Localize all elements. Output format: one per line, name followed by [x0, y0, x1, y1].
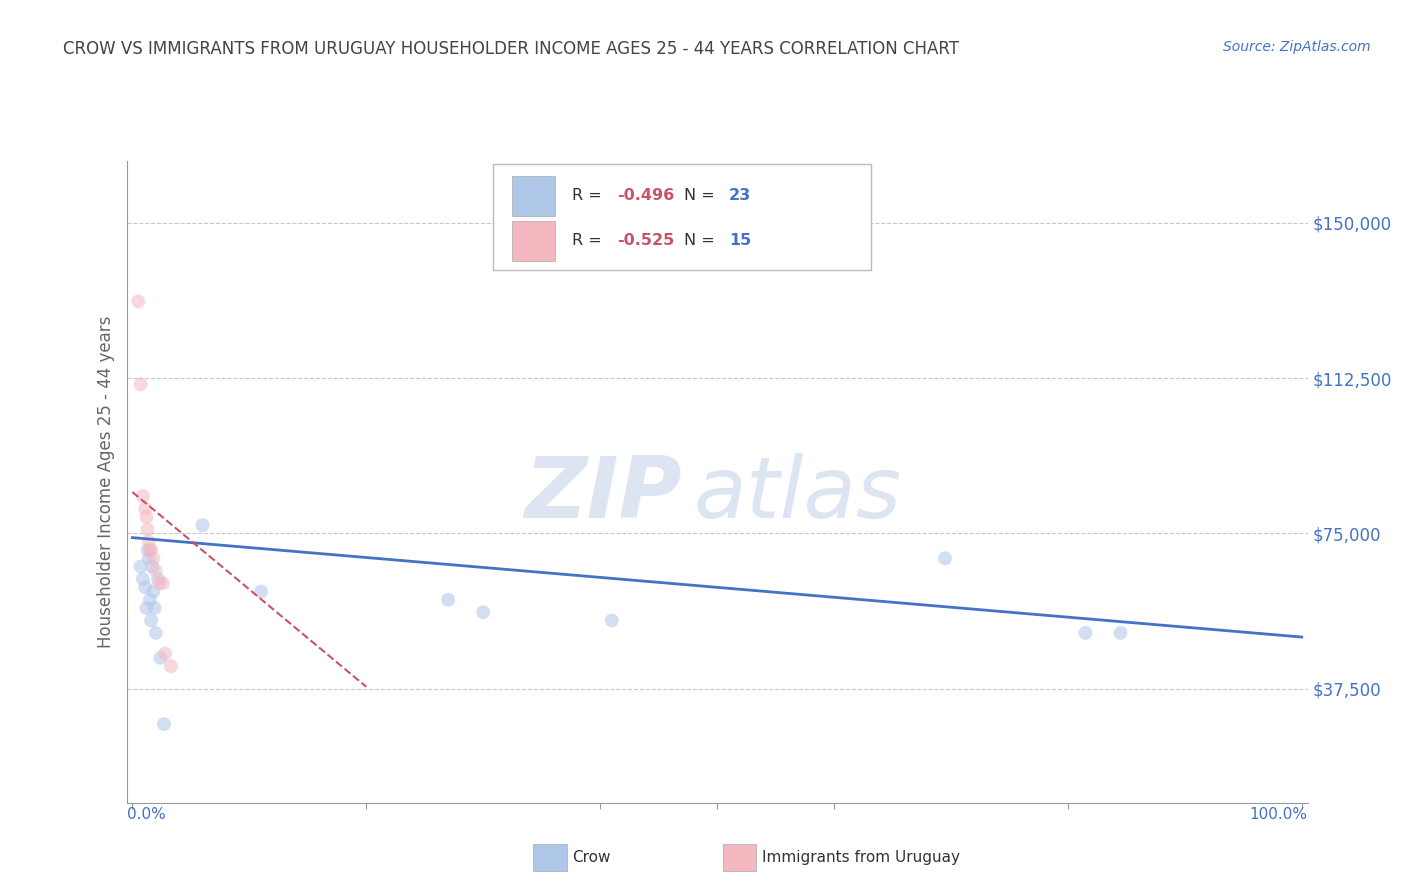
- Point: [600, 614, 623, 628]
- Point: [142, 551, 165, 566]
- Point: [472, 605, 495, 619]
- Point: [152, 576, 174, 591]
- Point: [136, 543, 159, 558]
- Text: Crow: Crow: [572, 850, 610, 864]
- Text: 23: 23: [728, 188, 751, 203]
- Point: [139, 592, 162, 607]
- Point: [132, 489, 155, 503]
- Text: N =: N =: [683, 188, 720, 203]
- Point: [145, 564, 167, 578]
- Y-axis label: Householder Income Ages 25 - 44 years: Householder Income Ages 25 - 44 years: [97, 316, 115, 648]
- Text: -0.496: -0.496: [617, 188, 673, 203]
- Point: [153, 647, 176, 661]
- Point: [135, 601, 157, 615]
- Point: [146, 572, 169, 586]
- Point: [437, 592, 460, 607]
- Point: [139, 543, 162, 558]
- Point: [1074, 626, 1097, 640]
- Point: [127, 294, 149, 309]
- Text: 15: 15: [728, 234, 751, 248]
- Point: [149, 650, 172, 665]
- Point: [141, 559, 163, 574]
- Point: [136, 522, 159, 536]
- Point: [134, 501, 156, 516]
- Text: CROW VS IMMIGRANTS FROM URUGUAY HOUSEHOLDER INCOME AGES 25 - 44 YEARS CORRELATIO: CROW VS IMMIGRANTS FROM URUGUAY HOUSEHOL…: [63, 40, 959, 58]
- Point: [153, 717, 176, 731]
- Point: [129, 559, 152, 574]
- Point: [250, 584, 273, 599]
- Point: [1109, 626, 1132, 640]
- Text: 0.0%: 0.0%: [127, 807, 166, 822]
- Point: [135, 509, 157, 524]
- Point: [138, 551, 160, 566]
- Point: [160, 659, 183, 673]
- Point: [145, 626, 167, 640]
- Point: [139, 543, 162, 558]
- Point: [134, 580, 156, 594]
- Text: -0.525: -0.525: [617, 234, 673, 248]
- Text: Source: ZipAtlas.com: Source: ZipAtlas.com: [1223, 40, 1371, 54]
- Text: R =: R =: [572, 188, 606, 203]
- Point: [143, 601, 166, 615]
- Text: 100.0%: 100.0%: [1250, 807, 1308, 822]
- FancyBboxPatch shape: [512, 221, 555, 260]
- Point: [148, 576, 170, 591]
- Point: [129, 377, 152, 392]
- Text: atlas: atlas: [693, 453, 901, 536]
- Point: [191, 518, 214, 533]
- Text: N =: N =: [683, 234, 720, 248]
- Point: [142, 584, 165, 599]
- FancyBboxPatch shape: [512, 176, 555, 216]
- Point: [139, 614, 162, 628]
- Point: [138, 534, 160, 549]
- Text: ZIP: ZIP: [524, 453, 682, 536]
- FancyBboxPatch shape: [492, 164, 870, 269]
- Point: [132, 572, 155, 586]
- Text: R =: R =: [572, 234, 606, 248]
- Point: [934, 551, 956, 566]
- Text: Immigrants from Uruguay: Immigrants from Uruguay: [762, 850, 960, 864]
